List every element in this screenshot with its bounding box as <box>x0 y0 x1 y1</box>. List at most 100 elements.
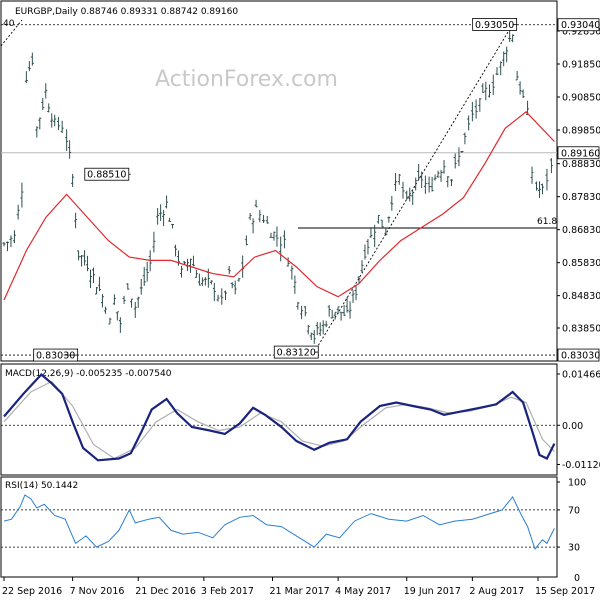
price-bar <box>152 231 156 253</box>
price-bar <box>433 174 437 181</box>
price-bar <box>505 46 509 63</box>
price-bar <box>282 230 286 249</box>
top-line-axis-label-text: 0.93040 <box>561 20 600 31</box>
price-bar <box>80 255 84 267</box>
x-tick-label: 7 Nov 2016 <box>70 586 125 597</box>
price-bar <box>212 282 216 302</box>
annotation-label: 0.83030 <box>36 351 75 362</box>
price-bar <box>182 261 186 265</box>
price-bar <box>545 168 549 191</box>
price-annotation: 0.83120 <box>273 345 319 359</box>
price-bar <box>439 169 443 182</box>
price-bar <box>83 250 87 266</box>
price-bar <box>339 311 343 321</box>
rsi-tick-label: 70 <box>568 505 580 516</box>
price-bar <box>336 306 340 315</box>
price-bar <box>515 71 519 81</box>
price-bar <box>345 297 349 313</box>
price-bar <box>348 301 352 319</box>
price-bar <box>56 116 60 131</box>
price-tick-label: 0.87830 <box>562 192 600 203</box>
price-bar <box>354 284 358 301</box>
price-bar <box>9 235 13 248</box>
x-tick-label: 22 Sep 2016 <box>2 586 62 597</box>
price-bar <box>133 302 137 318</box>
bottom-line-axis-label: 0.83030 <box>557 348 600 362</box>
price-bar <box>463 132 467 145</box>
price-bar <box>401 181 405 199</box>
x-tick-label: 21 Dec 2016 <box>135 586 196 597</box>
price-bar <box>518 81 522 95</box>
price-bar <box>540 183 544 195</box>
price-bar <box>446 175 450 188</box>
price-bar <box>351 290 355 303</box>
price-bar <box>168 217 172 222</box>
price-bar <box>430 176 434 192</box>
price-bar <box>363 244 367 260</box>
price-bar <box>275 226 279 247</box>
price-bar <box>118 317 122 333</box>
price-bar <box>74 212 78 229</box>
price-bar <box>279 236 283 262</box>
macd-tick-label: -0.011202 <box>562 460 600 471</box>
price-bar <box>174 244 178 257</box>
price-bar <box>216 294 220 302</box>
bottom-line-axis-label-box <box>557 348 600 362</box>
price-bar <box>156 208 160 225</box>
annotation-label: 0.83120 <box>277 348 316 359</box>
fib-level-label: 61.8 <box>537 217 557 227</box>
price-bar <box>457 147 461 167</box>
price-bar <box>139 278 143 295</box>
price-bar <box>460 150 464 153</box>
price-bar <box>126 283 130 290</box>
price-bar <box>414 177 418 191</box>
price-bar <box>442 159 446 174</box>
price-bar <box>53 114 57 127</box>
price-bar <box>227 266 231 275</box>
price-bar <box>60 120 64 133</box>
price-bar <box>100 293 104 308</box>
price-bar <box>511 34 515 43</box>
price-bar <box>209 280 213 285</box>
x-tick-label: 4 May 2017 <box>335 586 391 597</box>
price-bar <box>30 52 34 66</box>
price-annotation: 0.88510 <box>84 167 131 181</box>
price-bar <box>488 84 492 98</box>
price-bar <box>171 223 175 229</box>
price-bar <box>357 276 361 284</box>
price-bar <box>136 296 140 308</box>
price-bar <box>197 273 201 286</box>
moving-average-line <box>3 110 555 301</box>
price-bar <box>220 288 224 305</box>
price-bar <box>191 255 195 267</box>
top-left-label: 40 <box>3 19 15 29</box>
price-bar <box>449 179 453 187</box>
price-bar <box>333 311 337 320</box>
price-bar <box>122 295 126 304</box>
price-bar <box>112 294 116 305</box>
price-bar <box>530 166 534 184</box>
x-tick-label: 3 Feb 2017 <box>201 586 254 597</box>
price-bar <box>12 230 16 244</box>
annotation-label: 0.93050 <box>475 20 514 31</box>
price-bar <box>77 250 81 261</box>
price-bar <box>47 103 51 113</box>
price-bar <box>387 216 391 223</box>
price-bar <box>373 224 377 248</box>
price-bar <box>50 113 54 128</box>
price-bar <box>376 214 380 224</box>
price-bar <box>521 89 525 99</box>
price-bar <box>269 232 273 238</box>
price-bar <box>38 117 42 130</box>
price-panel-frame <box>0 0 558 362</box>
price-tick-label: 0.92850 <box>562 27 600 38</box>
x-tick-label: 2 Aug 2017 <box>469 586 524 597</box>
rsi-tick-label: 30 <box>568 543 580 554</box>
price-bar <box>194 269 198 278</box>
price-bar <box>68 140 72 159</box>
rsi-panel-frame <box>0 476 558 578</box>
price-tick-label: 0.85830 <box>562 258 600 269</box>
price-bar <box>2 242 6 247</box>
price-bar <box>484 81 488 101</box>
